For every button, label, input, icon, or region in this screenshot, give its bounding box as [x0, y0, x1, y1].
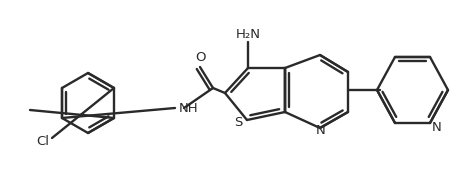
Text: N: N	[316, 124, 326, 137]
Text: H₂N: H₂N	[235, 28, 260, 41]
Text: N: N	[432, 121, 442, 134]
Text: NH: NH	[179, 101, 199, 114]
Text: S: S	[233, 116, 242, 129]
Text: O: O	[195, 51, 205, 64]
Text: Cl: Cl	[36, 135, 49, 148]
